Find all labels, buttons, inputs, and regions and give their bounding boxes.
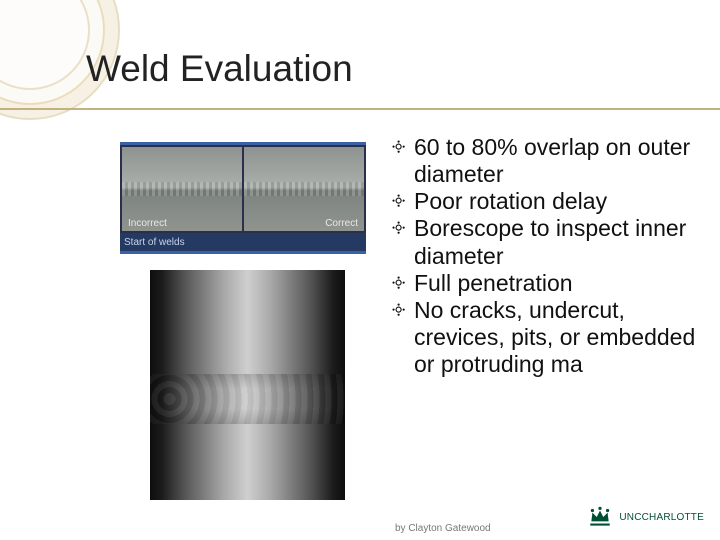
figure-left-panel: Incorrect (122, 147, 242, 231)
list-item: ༓ 60 to 80% overlap on outer diameter (392, 134, 700, 188)
bullet-text: 60 to 80% overlap on outer diameter (414, 134, 700, 188)
figure-right-panel: Correct (244, 147, 364, 231)
list-item: ༓ Borescope to inspect inner diameter (392, 215, 700, 269)
figure-body: Incorrect Correct (120, 145, 366, 233)
list-item: ༓ No cracks, undercut, crevices, pits, o… (392, 297, 700, 378)
bullet-text: Full penetration (414, 270, 700, 297)
footer-author: by Clayton Gatewood (395, 523, 491, 534)
figure-caption: Start of welds (124, 237, 185, 248)
list-item: ༓ Poor rotation delay (392, 188, 700, 215)
bullet-icon: ༓ (392, 297, 414, 378)
figure-borescope (150, 270, 345, 500)
bullet-text: Poor rotation delay (414, 188, 700, 215)
weld-band-texture (150, 374, 345, 425)
figure-weld-comparison: Incorrect Correct Start of welds (120, 142, 366, 254)
figure-caption-bar: Start of welds (120, 233, 366, 251)
crown-icon (587, 504, 613, 530)
weld-texture (244, 182, 364, 195)
bullet-icon: ༓ (392, 270, 414, 297)
figure-label-right: Correct (325, 218, 358, 229)
list-item: ༓ Full penetration (392, 270, 700, 297)
org-logo: UNCCHARLOTTE (587, 504, 704, 530)
weld-texture (122, 182, 242, 195)
bullet-list: ༓ 60 to 80% overlap on outer diameter ༓ … (392, 134, 700, 378)
bullet-icon: ༓ (392, 215, 414, 269)
slide-title: Weld Evaluation (86, 48, 353, 90)
bullet-icon: ༓ (392, 188, 414, 215)
bullet-text: No cracks, undercut, crevices, pits, or … (414, 297, 700, 378)
bullet-text: Borescope to inspect inner diameter (414, 215, 700, 269)
bullet-icon: ༓ (392, 134, 414, 188)
org-name: UNCCHARLOTTE (619, 512, 704, 523)
figure-label-left: Incorrect (128, 218, 167, 229)
